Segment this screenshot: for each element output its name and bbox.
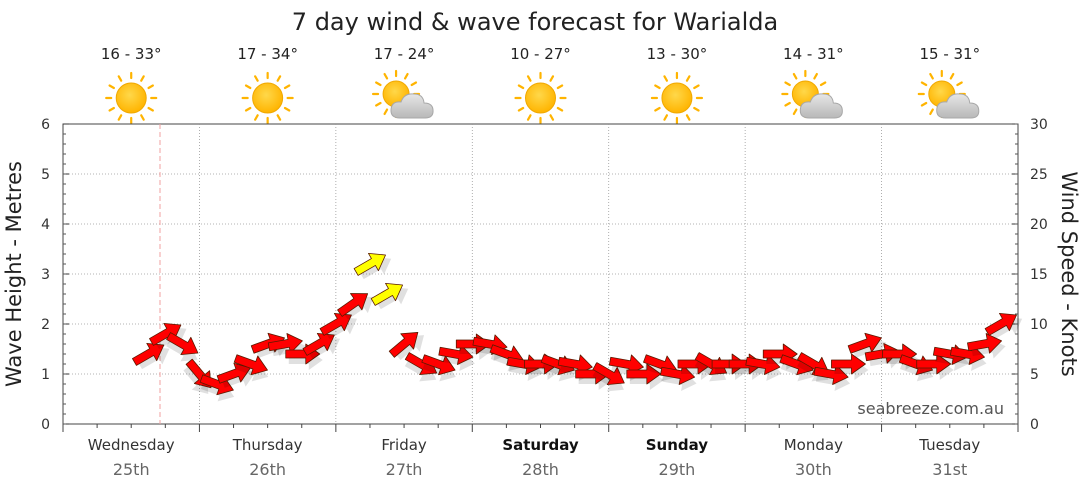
day-date-label: 31st <box>932 460 967 479</box>
wind-arrow <box>166 332 199 362</box>
wind-arrow <box>660 364 697 391</box>
day-temperature: 17 - 24° <box>374 45 435 63</box>
day-date-label: 29th <box>659 460 696 479</box>
partly-cloudy-icon <box>781 69 843 119</box>
left-tick-label: 3 <box>41 267 50 283</box>
partly-cloudy-icon <box>917 69 980 119</box>
wind-arrow <box>388 332 425 361</box>
sun-icon <box>514 71 567 125</box>
wind-arrow <box>353 252 392 280</box>
day-name-label: Saturday <box>502 436 579 454</box>
wind-arrow <box>370 282 409 310</box>
wind-arrow <box>319 312 358 340</box>
right-axis: 0 5 10 15 20 25 30 <box>1012 117 1048 433</box>
day-date-label: 28th <box>522 460 559 479</box>
day-date-label: 27th <box>386 460 423 479</box>
sun-icon <box>650 71 704 125</box>
day-date-label: 30th <box>795 460 832 479</box>
day-name-label: Wednesday <box>88 436 175 454</box>
day-weather-header: 16 - 33° 17 - 34° 17 - 24° 10 - 27° 13 - 30°… <box>101 45 980 125</box>
wind-arrow <box>337 293 374 320</box>
day-temperature: 17 - 34° <box>237 45 298 63</box>
gridlines <box>63 124 1018 424</box>
wind-arrow <box>916 353 954 380</box>
day-name-label: Friday <box>381 436 427 454</box>
right-axis-title: Wind Speed - Knots <box>1057 171 1080 376</box>
right-tick-label: 25 <box>1030 167 1048 183</box>
day-date-label: 25th <box>113 460 150 479</box>
wind-arrow <box>421 354 456 382</box>
left-tick-label: 4 <box>41 217 50 233</box>
left-tick-label: 2 <box>41 317 50 333</box>
day-temperature: 10 - 27° <box>510 45 571 63</box>
wind-arrow <box>592 362 625 392</box>
wind-arrow <box>302 332 340 360</box>
partly-cloudy-icon <box>371 69 434 119</box>
wind-arrow <box>813 364 851 391</box>
wind-arrow <box>984 312 1023 340</box>
day-name-label: Thursday <box>232 436 303 454</box>
chart-title: 7 day wind & wave forecast for Warialda <box>292 8 778 36</box>
sun-icon <box>105 71 158 125</box>
right-tick-label: 20 <box>1030 217 1048 233</box>
day-name-label: Tuesday <box>918 436 980 454</box>
right-tick-label: 15 <box>1030 267 1048 283</box>
day-date-label: 26th <box>249 460 286 479</box>
wind-arrow <box>132 342 170 370</box>
right-tick-label: 30 <box>1030 117 1048 133</box>
left-axis-title: Wave Height - Metres <box>2 161 26 387</box>
right-tick-label: 0 <box>1030 417 1039 433</box>
wind-arrow <box>745 354 782 381</box>
wind-arrow <box>967 333 1006 359</box>
day-temperature: 13 - 30° <box>647 45 708 63</box>
sun-icon <box>241 71 294 125</box>
x-axis: Wednesday 25th Thursday 26th Friday 27th Satur… <box>62 424 1019 479</box>
wind-arrow <box>626 363 664 390</box>
left-axis: 0 1 2 3 4 5 6 <box>41 117 69 433</box>
wind-speed-series <box>132 252 1023 402</box>
right-tick-label: 5 <box>1030 367 1039 383</box>
day-temperature: 14 - 31° <box>783 45 844 63</box>
left-tick-label: 6 <box>41 117 50 133</box>
left-tick-label: 1 <box>41 367 50 383</box>
wind-arrow <box>233 354 269 382</box>
credit-text: seabreeze.com.au <box>857 399 1004 418</box>
wind-arrow <box>831 353 869 380</box>
wind-arrow <box>438 344 475 371</box>
day-name-label: Monday <box>784 436 843 454</box>
right-tick-label: 10 <box>1030 317 1048 333</box>
day-temperature: 16 - 33° <box>101 45 162 63</box>
day-name-label: Sunday <box>646 436 709 454</box>
day-temperature: 15 - 31° <box>919 45 980 63</box>
wind-arrow <box>216 362 256 388</box>
left-tick-label: 0 <box>41 417 50 433</box>
left-tick-label: 5 <box>41 167 50 183</box>
